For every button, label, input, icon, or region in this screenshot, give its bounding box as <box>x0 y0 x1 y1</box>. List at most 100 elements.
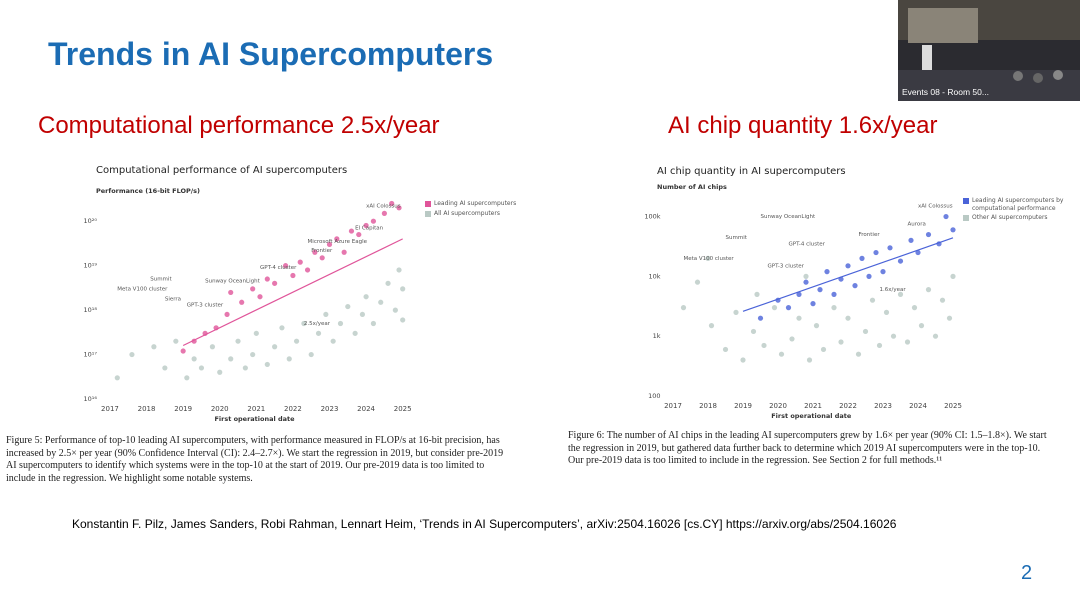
data-point <box>925 287 932 293</box>
y-tick-label: 100k <box>644 213 660 221</box>
legend: Leading AI supercomputers by computation… <box>963 197 1075 224</box>
data-point <box>887 245 893 251</box>
x-tick-label: 2018 <box>138 405 156 413</box>
data-point <box>297 259 303 265</box>
data-point <box>348 228 355 234</box>
data-point <box>224 311 230 318</box>
data-point <box>897 291 904 297</box>
data-point <box>228 289 234 296</box>
legend-swatch <box>963 198 969 204</box>
data-point <box>845 263 851 269</box>
page-number: 2 <box>1021 562 1033 584</box>
data-point <box>315 330 322 336</box>
data-point <box>880 269 886 275</box>
data-point <box>173 338 179 344</box>
data-point <box>217 369 223 375</box>
data-point <box>363 222 369 229</box>
legend-label: Leading AI supercomputers by computation… <box>972 197 1064 212</box>
video-head <box>1033 73 1043 83</box>
data-point <box>897 258 904 264</box>
video-person <box>922 45 932 71</box>
x-tick-label: 2019 <box>174 405 192 413</box>
data-point <box>939 297 946 303</box>
data-point <box>722 346 729 353</box>
data-point <box>838 339 844 345</box>
legend-label: Leading AI supercomputers <box>434 200 517 207</box>
data-point <box>796 315 802 321</box>
data-point <box>705 255 711 261</box>
data-point <box>813 323 820 329</box>
data-point <box>235 338 241 344</box>
legend-item: Other AI supercomputers <box>963 214 1075 222</box>
legend: Leading AI supercomputers All AI supercom… <box>425 200 535 219</box>
legend-swatch <box>963 215 969 221</box>
legend-label: Other AI supercomputers <box>972 214 1048 221</box>
data-point <box>852 283 858 289</box>
data-point <box>264 276 270 282</box>
data-point <box>209 344 216 350</box>
video-label: Events 08 - Room 50... <box>902 87 989 97</box>
data-point <box>385 280 391 286</box>
data-point <box>750 328 757 335</box>
heading: AI chip quantity 1.6x/year <box>668 112 938 139</box>
annotation: Sunway OceanLight <box>205 279 260 285</box>
data-point <box>272 280 278 286</box>
legend-item: Leading AI supercomputers by computation… <box>963 197 1075 212</box>
legend-item: All AI supercomputers <box>425 210 535 218</box>
data-point <box>733 309 739 315</box>
x-tick-label: 2017 <box>101 405 119 413</box>
data-point <box>918 323 925 329</box>
data-point <box>911 305 918 311</box>
x-tick-label: 2019 <box>734 402 752 410</box>
video-thumbnail[interactable] <box>898 0 1080 101</box>
data-point <box>323 311 329 318</box>
data-point <box>817 287 823 293</box>
data-point <box>341 249 347 255</box>
data-point <box>680 305 687 311</box>
trend-line <box>182 238 403 347</box>
chart-title: AI chip quantity in AI supercomputers <box>657 166 846 177</box>
data-point <box>319 255 325 261</box>
x-tick-label: 2022 <box>284 405 302 413</box>
data-point <box>114 375 120 381</box>
annotation: GPT-3 cluster <box>768 263 805 269</box>
video-screen <box>908 8 978 43</box>
data-point <box>400 286 406 292</box>
data-point <box>242 365 248 371</box>
y-axis-label: Number of AI chips <box>657 183 727 191</box>
chart-title: Computational performance of AI supercom… <box>96 165 347 176</box>
video-head <box>1053 70 1063 80</box>
data-point <box>950 227 956 233</box>
video-head <box>1013 71 1023 81</box>
data-point <box>359 311 366 318</box>
data-point <box>796 291 802 297</box>
data-point <box>859 255 865 261</box>
x-tick-label: 2021 <box>804 402 822 410</box>
x-axis-label: First operational date <box>214 415 295 423</box>
data-point <box>396 267 402 273</box>
annotation: GPT-4 cluster <box>789 241 826 247</box>
data-point <box>396 205 402 211</box>
citation: Konstantin F. Pilz, James Sanders, Robi … <box>72 517 897 531</box>
slide-title: Trends in AI Supercomputers <box>48 36 494 72</box>
data-point <box>904 339 911 345</box>
data-point <box>932 333 939 339</box>
data-point <box>184 375 190 381</box>
data-point <box>279 325 285 331</box>
data-point <box>162 365 168 371</box>
data-point <box>757 315 764 321</box>
y-axis-label: Performance (16-bit FLOP/s) <box>96 187 200 195</box>
data-point <box>890 333 897 339</box>
x-tick-label: 2020 <box>769 402 787 410</box>
x-tick-label: 2023 <box>874 402 892 410</box>
data-point <box>943 213 949 220</box>
annotation: xAI Colossus <box>366 203 401 209</box>
data-point <box>378 299 384 305</box>
y-tick-label: 10¹⁷ <box>84 351 98 359</box>
data-point <box>946 315 953 321</box>
annotation: Aurora <box>908 222 926 228</box>
data-point <box>803 273 809 279</box>
annotation: Meta V100 cluster <box>117 286 168 292</box>
data-point <box>129 351 135 358</box>
annotation: 2.5x/year <box>304 321 331 327</box>
